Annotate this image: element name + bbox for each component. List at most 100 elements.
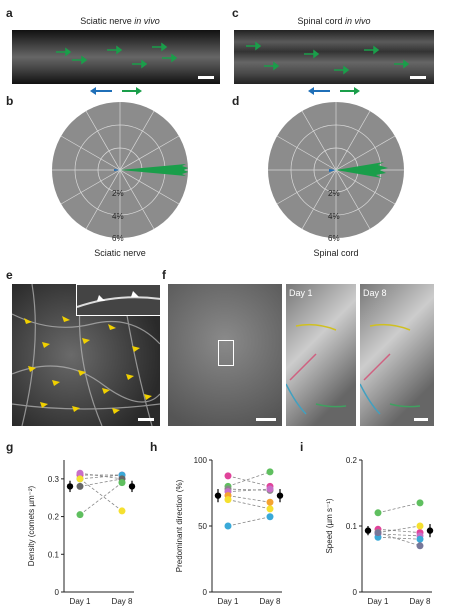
scale-bar: [256, 418, 276, 421]
x-tick-label: Day 1: [368, 597, 389, 606]
ring-label-6: 6%: [112, 234, 124, 243]
y-axis-label: Predominant direction (%): [175, 479, 184, 572]
y-tick-label: 0.3: [48, 475, 60, 484]
pair-line: [227, 495, 271, 503]
data-point: [118, 479, 126, 487]
x-tick-label: Day 1: [70, 597, 91, 606]
pair-line: [227, 475, 271, 487]
panel-b-caption: Sciatic nerve: [94, 248, 146, 258]
panel-label-d: d: [232, 94, 240, 108]
pair-line: [79, 478, 123, 512]
pair-line: [227, 488, 271, 491]
forward-distribution: [336, 162, 388, 178]
spinal-cord-image: [234, 30, 434, 84]
data-point: [374, 509, 382, 517]
mean-point: [426, 527, 434, 534]
panel-a-title-em: in vivo: [134, 16, 160, 26]
y-tick-label: 0: [203, 588, 208, 597]
data-point: [266, 485, 274, 493]
y-tick-label: 100: [194, 456, 208, 465]
data-point: [266, 468, 274, 476]
panel-c-title-main: Spinal cord: [297, 16, 345, 26]
sciatic-nerve-image: [12, 30, 220, 84]
y-tick-label: 0.2: [346, 456, 358, 465]
y-tick-label: 0.2: [48, 513, 60, 522]
data-point: [416, 522, 424, 530]
spinal-arrows: [246, 41, 410, 75]
panel-c-title: Spinal cord in vivo: [234, 16, 434, 26]
x-tick-label: Day 8: [260, 597, 281, 606]
mean-point: [276, 492, 284, 499]
data-point: [118, 507, 126, 515]
pair-line: [377, 533, 421, 537]
panel-label-e: e: [6, 268, 13, 282]
data-point: [76, 511, 84, 519]
ring-label-2: 2%: [328, 189, 340, 198]
x-tick-label: Day 1: [218, 597, 239, 606]
data-point: [76, 469, 84, 477]
panel-label-h: h: [150, 440, 158, 454]
ring-label-6: 6%: [328, 234, 340, 243]
panel-label-f: f: [162, 268, 166, 282]
x-tick-label: Day 8: [112, 597, 133, 606]
pair-line: [79, 472, 123, 480]
panel-a-title: Sciatic nerve in vivo: [20, 16, 220, 26]
y-axis-label: Speed (µm s⁻¹): [325, 498, 334, 553]
backward-distribution: [114, 169, 120, 171]
data-point: [266, 513, 274, 521]
overview-image: [168, 284, 282, 426]
panel-d-caption: Spinal cord: [313, 248, 359, 258]
day8-traces: [360, 323, 421, 415]
pair-line: [227, 488, 271, 493]
day8-label: Day 8: [363, 288, 387, 298]
day8-image: Day 8: [360, 284, 434, 426]
data-point: [416, 499, 424, 507]
panel-c-title-em: in vivo: [345, 16, 371, 26]
pair-line: [227, 516, 271, 527]
mean-point: [214, 492, 222, 499]
day1-traces: [286, 323, 347, 415]
chart-density: 0 0.1 0.2 0.3 Day 1 Day 8 Density (comets µm⁻²…: [27, 460, 136, 606]
data-point: [224, 522, 232, 530]
y-tick-label: 0: [55, 588, 60, 597]
mean-point: [364, 527, 372, 534]
y-tick-label: 0: [353, 588, 358, 597]
panel-label-g: g: [6, 440, 14, 454]
mean-point: [66, 483, 74, 490]
panel-label-c: c: [232, 6, 239, 20]
x-tick-label: Day 8: [410, 597, 431, 606]
ring-label-4: 4%: [328, 212, 340, 221]
mean-point: [128, 483, 136, 490]
panel-label-i: i: [300, 440, 304, 454]
pair-line: [79, 474, 123, 480]
y-tick-label: 0.1: [48, 550, 60, 559]
data-point: [76, 482, 84, 490]
panel-label-b: b: [6, 94, 14, 108]
pair-line: [227, 499, 271, 510]
data-point: [266, 505, 274, 513]
pair-line: [377, 532, 421, 547]
scale-bar: [414, 418, 428, 421]
inset-zoom: [76, 284, 160, 316]
panel-a-title-main: Sciatic nerve: [80, 16, 135, 26]
pair-line: [377, 502, 421, 514]
data-point: [76, 475, 84, 483]
data-point: [224, 472, 232, 480]
pair-line: [79, 482, 123, 516]
data-point: [416, 535, 424, 543]
data-point: [266, 498, 274, 506]
ring-label-4: 4%: [112, 212, 124, 221]
neuron-image: [12, 284, 160, 426]
pair-line: [377, 536, 421, 540]
backward-distribution: [329, 169, 336, 172]
pair-line: [79, 478, 123, 487]
data-point: [224, 496, 232, 504]
chart-direction: 0 50 100 Day 1 Day 8 Predominant direction (%…: [175, 456, 284, 606]
pair-line: [377, 528, 421, 533]
day1-label: Day 1: [289, 288, 313, 298]
ring-label-2: 2%: [112, 189, 124, 198]
sciatic-polar-plot: 2% 4% 6%: [52, 87, 188, 243]
spinal-polar-plot: 2% 4% 6%: [268, 87, 404, 243]
pair-line: [227, 471, 271, 487]
sciatic-arrows: [56, 42, 178, 69]
